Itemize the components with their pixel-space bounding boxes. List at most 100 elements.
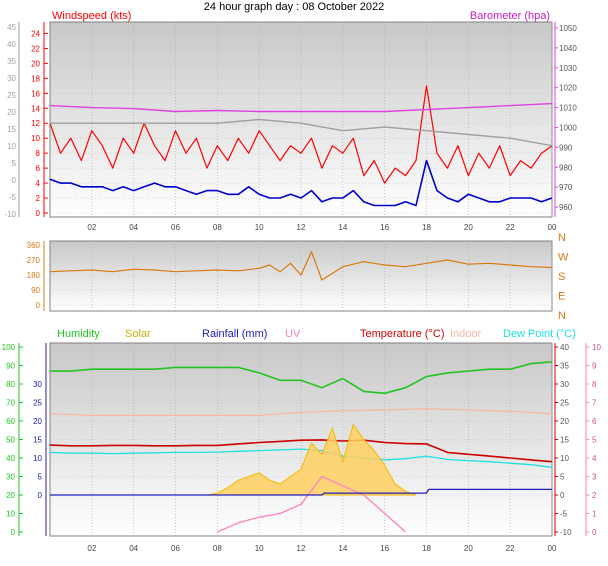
barometer-tick-label: 1020 xyxy=(559,84,577,93)
solar-tick-label: 0 xyxy=(38,491,43,500)
wind-tick-label: 24 xyxy=(31,29,40,38)
wind-x-tick-label: 08 xyxy=(213,223,222,232)
series-indoor xyxy=(49,408,553,417)
wind-outer-tick-label: -5 xyxy=(9,193,17,202)
wind-tick-label: 12 xyxy=(31,119,40,128)
wind-tick-label: 0 xyxy=(36,209,41,218)
temperature-tick-label: 30 xyxy=(560,380,569,389)
uv-tick-label: 9 xyxy=(592,362,597,371)
temperature-tick-label: -10 xyxy=(560,528,572,537)
humidity-tick-label: 70 xyxy=(6,399,15,408)
series-rainfall xyxy=(50,488,552,496)
wind-x-tick-label: 00 xyxy=(548,223,557,232)
barometer-tick-label: 1040 xyxy=(559,44,577,53)
compass-tick-label: N xyxy=(558,232,566,244)
windspeed-axis-title: Windspeed (kts) xyxy=(52,10,131,22)
humidity-tick-label: 90 xyxy=(6,362,15,371)
compass-tick-label: E xyxy=(558,291,565,303)
wind-outer-tick-label: 20 xyxy=(7,108,16,117)
temperature-x-tick-label: 02 xyxy=(87,544,96,553)
temperature-x-tick-label: 00 xyxy=(548,544,557,553)
humidity-tick-label: 80 xyxy=(6,380,15,389)
barometer-tick-label: 970 xyxy=(559,183,573,192)
barometer-tick-label: 1050 xyxy=(559,24,577,33)
wind-outer-tick-label: 35 xyxy=(7,57,16,66)
solar-tick-label: 20 xyxy=(33,417,42,426)
temperature-tick-label: -5 xyxy=(560,510,568,519)
temperature-x-tick-label: 12 xyxy=(297,544,306,553)
barometer-tick-label: 1010 xyxy=(559,104,577,113)
humidity-tick-label: 30 xyxy=(6,473,15,482)
barometer-axis-title: Barometer (hpa) xyxy=(470,10,550,22)
wind-tick-label: 10 xyxy=(31,134,40,143)
barometer-tick-label: 980 xyxy=(559,163,573,172)
wind-outer-tick-label: 40 xyxy=(7,40,16,49)
temperature-x-tick-label: 22 xyxy=(506,544,515,553)
direction-tick-label: 90 xyxy=(31,286,40,295)
wind-tick-label: 18 xyxy=(31,74,40,83)
legend-item-3: UV xyxy=(285,328,301,340)
wind-x-tick-label: 06 xyxy=(171,223,180,232)
uv-tick-label: 10 xyxy=(592,343,601,352)
uv-tick-label: 5 xyxy=(592,436,597,445)
wind-outer-tick-label: 5 xyxy=(12,159,17,168)
temperature-x-tick-label: 06 xyxy=(171,544,180,553)
series-gust xyxy=(50,118,553,147)
wind-x-tick-label: 02 xyxy=(87,223,96,232)
humidity-tick-label: 20 xyxy=(6,491,15,500)
direction-tick-label: 360 xyxy=(27,241,41,250)
series-uv xyxy=(217,475,407,533)
uv-tick-label: 7 xyxy=(592,399,597,408)
uv-tick-label: 4 xyxy=(592,454,597,463)
wind-outer-tick-label: 25 xyxy=(7,91,16,100)
legend-item-2: Rainfall (mm) xyxy=(202,328,267,340)
temperature-tick-label: 20 xyxy=(560,417,569,426)
temperature-x-tick-label: 14 xyxy=(338,544,347,553)
wind-tick-label: 4 xyxy=(36,179,41,188)
direction-tick-label: 270 xyxy=(27,256,41,265)
temperature-tick-label: 35 xyxy=(560,362,569,371)
legend-item-0: Humidity xyxy=(57,328,100,340)
series-average xyxy=(49,159,553,207)
temperature-x-tick-label: 16 xyxy=(380,544,389,553)
wind-tick-label: 2 xyxy=(36,194,41,203)
solar-tick-label: 15 xyxy=(33,436,42,445)
direction-tick-label: 0 xyxy=(36,301,41,310)
legend-item-5: Indoor xyxy=(450,328,482,340)
solar-tick-label: 30 xyxy=(33,380,42,389)
solar-tick-label: 25 xyxy=(33,399,42,408)
temperature-tick-label: 15 xyxy=(560,436,569,445)
direction-panel-background xyxy=(49,240,553,312)
barometer-tick-label: 960 xyxy=(559,203,573,212)
series-solar xyxy=(206,423,417,496)
compass-tick-label: S xyxy=(558,271,565,283)
wind-x-tick-label: 04 xyxy=(129,223,138,232)
temperature-tick-label: 25 xyxy=(560,399,569,408)
humidity-tick-label: 0 xyxy=(11,528,16,537)
wind-tick-label: 6 xyxy=(36,164,41,173)
temperature-tick-label: 40 xyxy=(560,343,569,352)
legend-item-6: Dew Point (°C) xyxy=(503,328,576,340)
uv-tick-label: 2 xyxy=(592,491,597,500)
wind-x-tick-label: 22 xyxy=(506,223,515,232)
series-temperature xyxy=(49,439,553,463)
wind-tick-label: 20 xyxy=(31,59,40,68)
wind-x-tick-label: 12 xyxy=(297,223,306,232)
wind-tick-label: 22 xyxy=(31,44,40,53)
wind-outer-tick-label: 0 xyxy=(12,176,17,185)
wind-outer-tick-label: -10 xyxy=(4,210,16,219)
wind-outer-tick-label: 10 xyxy=(7,142,16,151)
humidity-tick-label: 10 xyxy=(6,510,15,519)
wind-tick-label: 8 xyxy=(36,149,41,158)
temperature-x-tick-label: 08 xyxy=(213,544,222,553)
uv-tick-label: 6 xyxy=(592,417,597,426)
wind-tick-label: 14 xyxy=(31,104,40,113)
humidity-tick-label: 100 xyxy=(2,343,16,352)
wind-x-tick-label: 20 xyxy=(464,223,473,232)
uv-tick-label: 0 xyxy=(592,528,597,537)
compass-tick-label: W xyxy=(558,252,569,264)
legend-item-1: Solar xyxy=(125,328,151,340)
direction-tick-label: 180 xyxy=(27,271,41,280)
